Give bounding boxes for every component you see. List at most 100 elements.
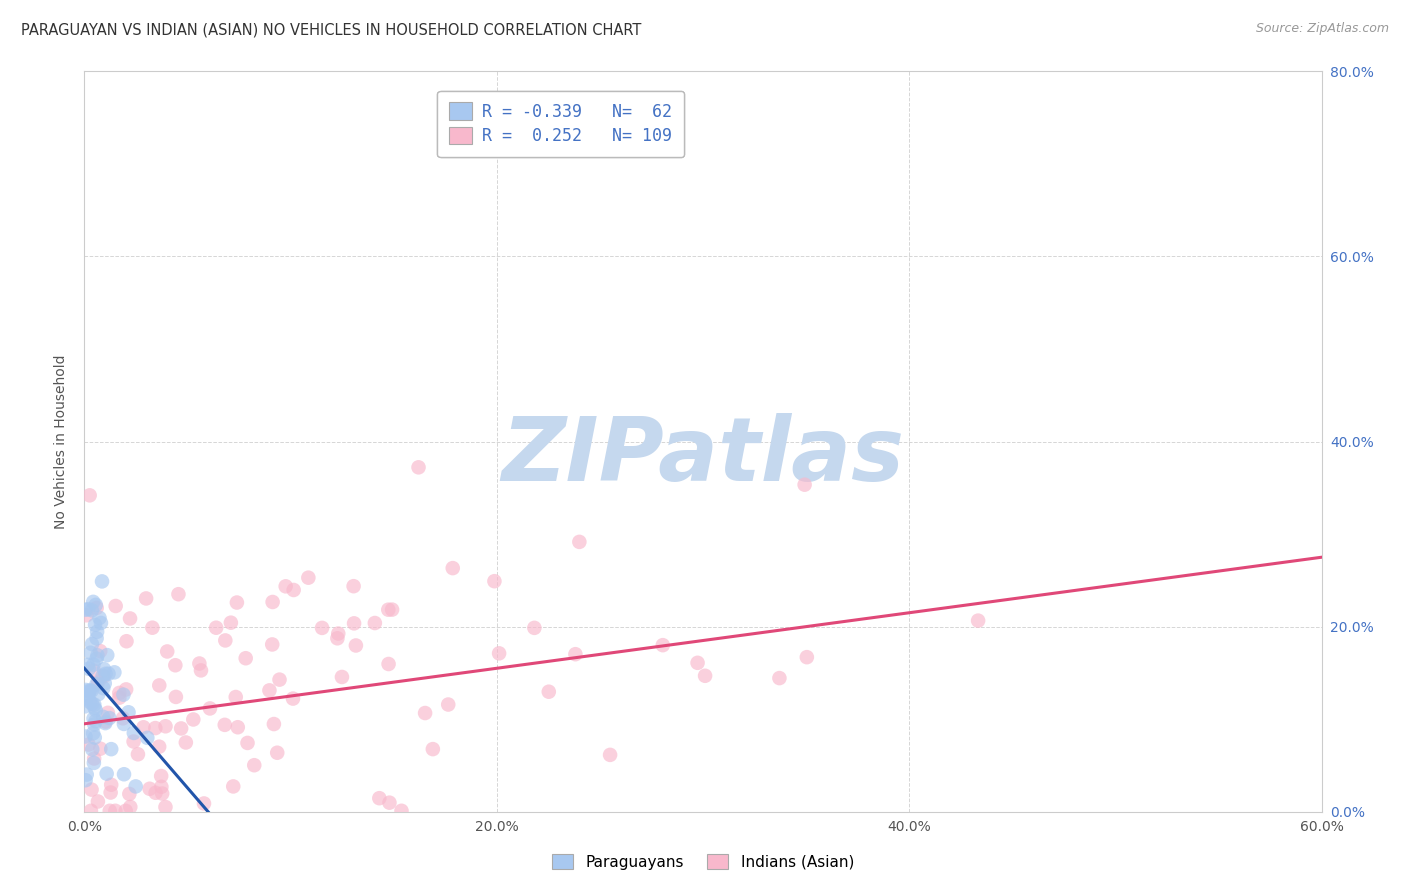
Point [274, 579, 297, 593]
Point [91, 574, 114, 589]
Point [344, 639, 367, 653]
Point [80, 603, 103, 617]
Point [79, 646, 101, 660]
Point [523, 621, 546, 635]
Point [165, 658, 187, 673]
Point [214, 718, 236, 732]
Point [80, 782, 103, 797]
Point [368, 791, 391, 805]
Point [100, 785, 122, 799]
Point [155, 719, 177, 733]
Point [262, 637, 284, 651]
Point [136, 731, 159, 745]
Point [83, 751, 105, 765]
Point [96, 648, 118, 662]
Point [391, 804, 413, 818]
Point [441, 561, 464, 575]
Point [125, 780, 148, 794]
Point [413, 706, 436, 720]
Point [80, 637, 103, 651]
Point [112, 688, 135, 702]
Point [118, 787, 141, 801]
Point [167, 587, 190, 601]
Point [82, 657, 104, 672]
Point [263, 717, 285, 731]
Point [93, 669, 115, 683]
Point [83, 698, 105, 712]
Point [243, 758, 266, 772]
Point [86, 651, 108, 665]
Point [75, 730, 97, 744]
Y-axis label: No Vehicles in Household: No Vehicles in Household [55, 354, 69, 529]
Point [112, 717, 135, 731]
Point [259, 683, 281, 698]
Point [122, 726, 145, 740]
Point [94, 714, 117, 729]
Point [135, 591, 157, 606]
Point [98, 711, 121, 725]
Point [89, 611, 111, 625]
Point [108, 686, 131, 700]
Point [148, 678, 170, 692]
Point [143, 721, 166, 735]
Point [91, 710, 114, 724]
Point [141, 621, 163, 635]
Point [170, 722, 193, 736]
Point [326, 632, 349, 646]
Point [90, 615, 112, 630]
Point [75, 682, 97, 697]
Point [226, 720, 249, 734]
Point [83, 717, 105, 731]
Point [83, 731, 105, 745]
Point [122, 734, 145, 748]
Point [77, 662, 100, 676]
Point [564, 647, 586, 661]
Point [96, 766, 118, 780]
Point [693, 669, 716, 683]
Text: ZIPatlas: ZIPatlas [502, 413, 904, 500]
Point [79, 488, 101, 502]
Point [127, 747, 149, 762]
Point [793, 477, 815, 491]
Point [100, 742, 122, 756]
Point [651, 638, 673, 652]
Point [193, 797, 215, 811]
Point [150, 780, 173, 794]
Point [80, 697, 103, 711]
Legend: Paraguayans, Indians (Asian): Paraguayans, Indians (Asian) [544, 846, 862, 877]
Point [269, 673, 291, 687]
Point [104, 599, 127, 613]
Point [768, 671, 790, 685]
Point [86, 677, 108, 691]
Point [236, 736, 259, 750]
Point [86, 648, 108, 663]
Point [537, 684, 560, 698]
Point [156, 644, 179, 658]
Point [112, 767, 135, 781]
Point [86, 600, 108, 615]
Point [484, 574, 506, 589]
Point [148, 739, 170, 754]
Point [488, 646, 510, 660]
Point [89, 644, 111, 658]
Point [114, 804, 136, 818]
Point [225, 595, 247, 609]
Point [155, 800, 177, 814]
Point [262, 595, 284, 609]
Point [796, 650, 818, 665]
Point [174, 735, 197, 749]
Point [342, 579, 364, 593]
Point [120, 800, 142, 814]
Point [205, 621, 228, 635]
Point [97, 706, 120, 720]
Point [165, 690, 187, 704]
Point [100, 778, 122, 792]
Point [343, 616, 366, 631]
Point [75, 773, 97, 788]
Point [214, 633, 236, 648]
Point [89, 741, 111, 756]
Point [87, 675, 110, 690]
Point [568, 534, 591, 549]
Point [82, 595, 104, 609]
Point [381, 602, 404, 616]
